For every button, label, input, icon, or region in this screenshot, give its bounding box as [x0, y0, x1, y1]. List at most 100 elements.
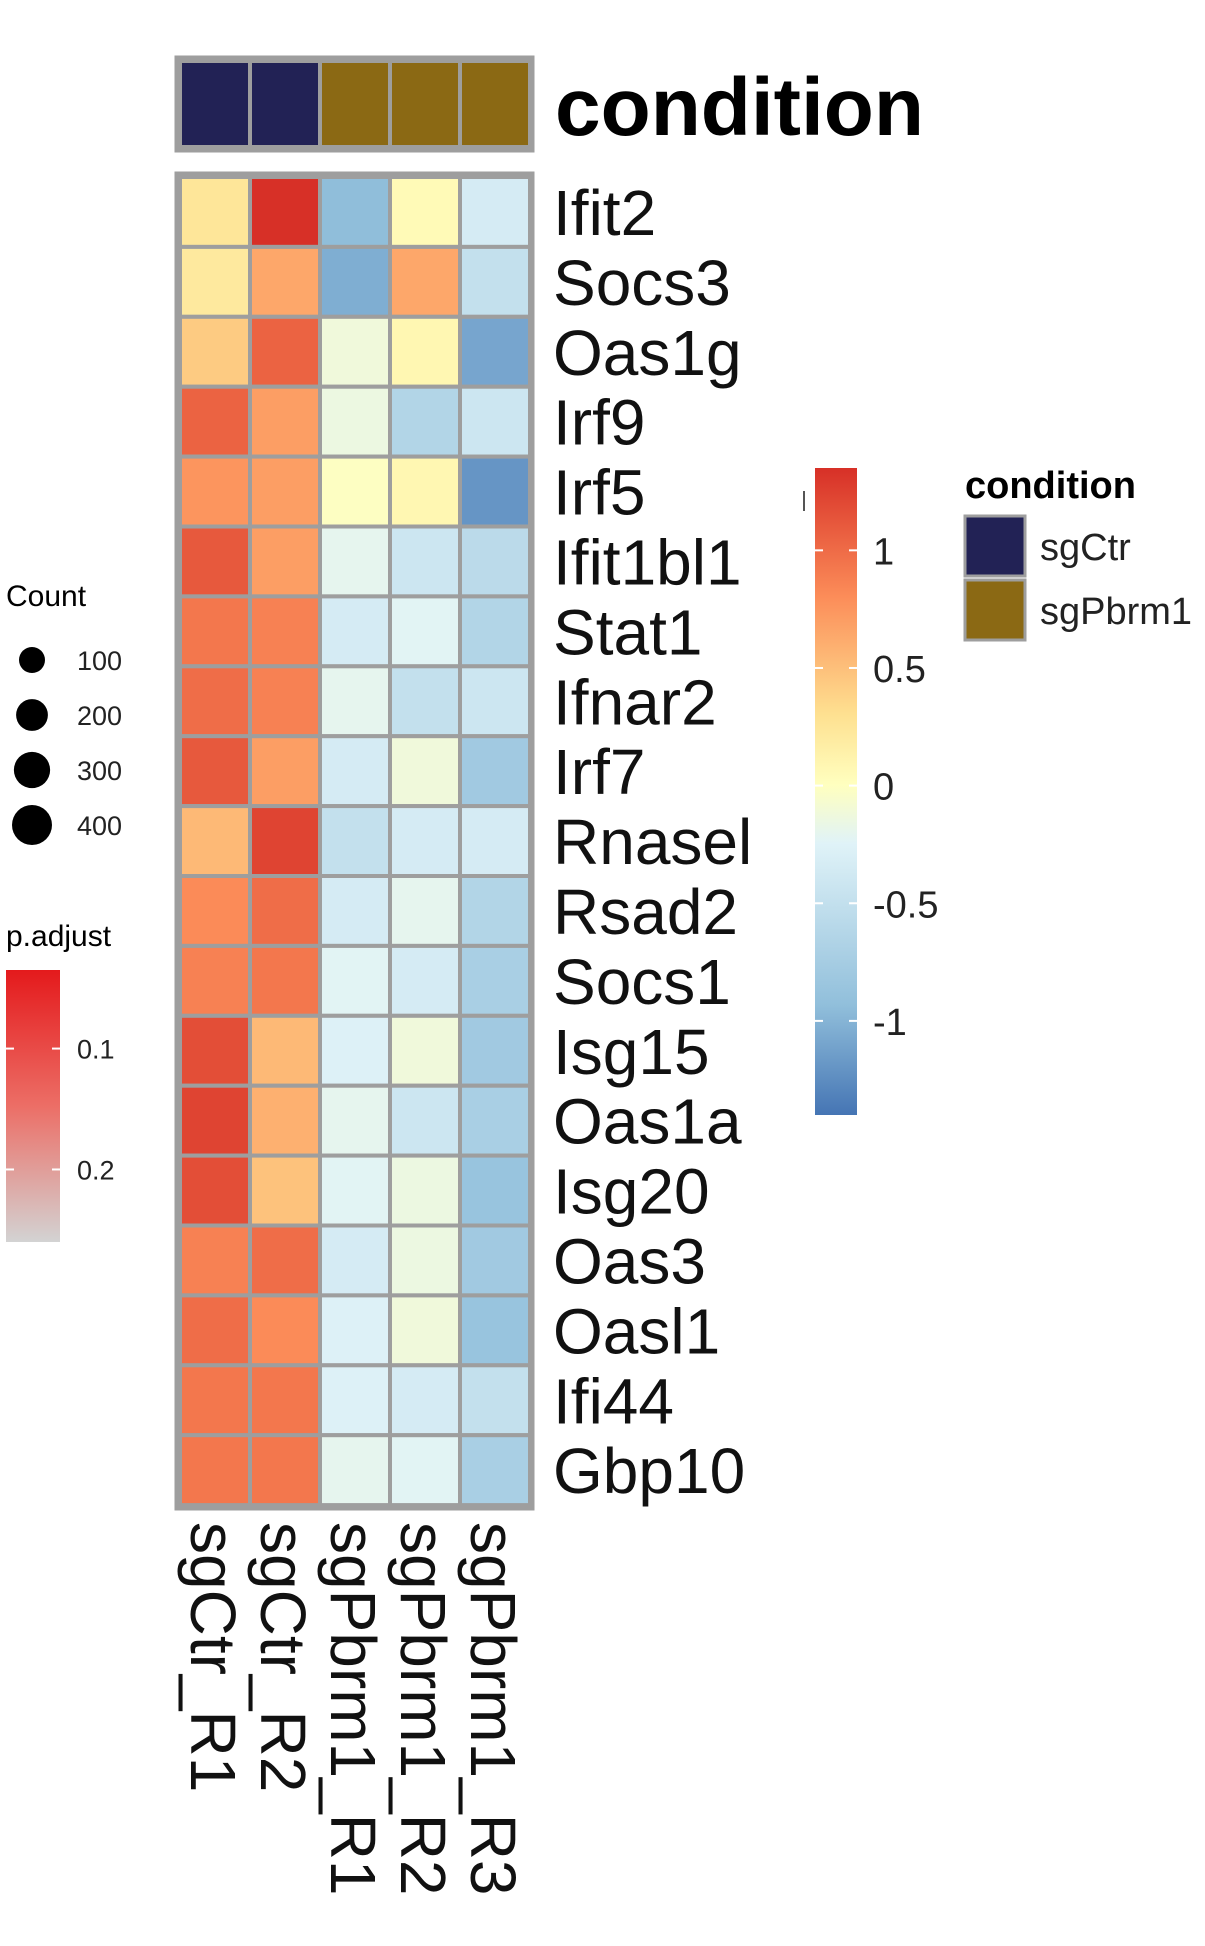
- gene-label-Ifnar2: Ifnar2: [553, 666, 717, 738]
- gene-label-Gbp10: Gbp10: [553, 1435, 745, 1507]
- heat-cell-Oas3-sgCtr_R2: [248, 1223, 322, 1298]
- heat-cell-Irf5-sgCtr_R1: [178, 454, 252, 529]
- heat-cell-Irf9-sgPbrm1_R3: [458, 384, 532, 459]
- sample-label-sgCtr_R1: sgCtr_R1: [177, 1522, 249, 1792]
- heat-cell-Oas1g-sgPbrm1_R3: [458, 314, 532, 389]
- sample-label-sgPbrm1_R2: sgPbrm1_R2: [387, 1522, 459, 1896]
- heat-cell-Gbp10-sgPbrm1_R3: [458, 1433, 532, 1508]
- heat-cell-Oasl1-sgCtr_R2: [248, 1293, 322, 1368]
- heat-cell-Ifit1bl1-sgCtr_R2: [248, 524, 322, 599]
- count-legend: Count 100 200 300 400: [6, 580, 122, 845]
- gene-label-Irf7: Irf7: [553, 736, 645, 808]
- colorbar-tick-label: 0: [873, 767, 894, 809]
- padjust-legend: p.adjust 0.1 0.2: [6, 920, 115, 1242]
- gene-label-Stat1: Stat1: [553, 596, 702, 668]
- heat-cell-Ifi44-sgPbrm1_R2: [388, 1363, 462, 1438]
- heat-cell-Ifnar2-sgCtr_R1: [178, 664, 252, 739]
- heat-cell-Ifit2-sgCtr_R2: [248, 175, 322, 249]
- heat-cell-Oas1a-sgCtr_R1: [178, 1083, 252, 1158]
- condition-legend: condition sgCtr sgPbrm1: [963, 465, 1192, 642]
- heat-cell-Isg20-sgPbrm1_R2: [388, 1153, 462, 1228]
- heat-cell-Ifit1bl1-sgCtr_R1: [178, 524, 252, 599]
- heat-cell-Oas1a-sgCtr_R2: [248, 1083, 322, 1158]
- heat-cell-Isg15-sgPbrm1_R1: [318, 1013, 392, 1088]
- heat-cell-Socs1-sgPbrm1_R2: [388, 943, 462, 1018]
- annotation-cell-sgPbrm1_R3: [458, 59, 532, 149]
- heat-cell-Rnasel-sgCtr_R1: [178, 804, 252, 878]
- gene-label-Ifi44: Ifi44: [553, 1365, 674, 1437]
- heat-cell-Rnasel-sgPbrm1_R3: [458, 804, 532, 878]
- heat-cell-Oasl1-sgPbrm1_R1: [318, 1293, 392, 1368]
- annotation-cell-sgCtr_R2: [248, 59, 322, 149]
- gene-label-Socs3: Socs3: [553, 247, 731, 319]
- annotation-cell-sgPbrm1_R1: [318, 59, 392, 149]
- heat-cell-Irf7-sgCtr_R2: [248, 734, 322, 809]
- heat-cell-Rnasel-sgPbrm1_R2: [388, 804, 462, 878]
- heat-cell-Socs3-sgPbrm1_R2: [388, 244, 462, 319]
- heat-cell-Oas1g-sgCtr_R1: [178, 314, 252, 389]
- heat-cell-Oas1a-sgPbrm1_R3: [458, 1083, 532, 1158]
- heat-cell-Irf7-sgPbrm1_R2: [388, 734, 462, 809]
- sample-label-sgCtr_R2: sgCtr_R2: [247, 1522, 319, 1792]
- padjust-tick-label: 0.1: [77, 1035, 115, 1065]
- heat-cell-Socs1-sgCtr_R1: [178, 943, 252, 1018]
- condition-swatch-sgPbrm1: [963, 578, 1027, 642]
- heat-cell-Ifnar2-sgPbrm1_R2: [388, 664, 462, 739]
- gene-label-Isg15: Isg15: [553, 1016, 710, 1088]
- condition-label-sgCtr: sgCtr: [1040, 527, 1131, 569]
- gene-label-Ifit2: Ifit2: [553, 177, 656, 249]
- heat-cell-Socs3-sgCtr_R1: [178, 244, 252, 319]
- condition-legend-title: condition: [965, 465, 1136, 507]
- heat-cell-Irf9-sgPbrm1_R2: [388, 384, 462, 459]
- heat-cell-Oasl1-sgCtr_R1: [178, 1293, 252, 1368]
- count-dot-100: [19, 647, 45, 673]
- colorbar-tick-label: 0.5: [873, 649, 926, 691]
- colorbar-tick-label: -1: [873, 1002, 907, 1044]
- heat-cell-Isg15-sgPbrm1_R3: [458, 1013, 532, 1088]
- heat-cell-Ifit2-sgPbrm1_R2: [388, 175, 462, 249]
- heat-cell-Isg20-sgPbrm1_R1: [318, 1153, 392, 1228]
- heat-cell-Irf5-sgPbrm1_R2: [388, 454, 462, 529]
- heat-cell-Oas1g-sgPbrm1_R1: [318, 314, 392, 389]
- heat-cell-Isg15-sgCtr_R2: [248, 1013, 322, 1088]
- heat-cell-Ifi44-sgPbrm1_R3: [458, 1363, 532, 1438]
- annotation-title: condition: [555, 62, 924, 153]
- heat-cell-Stat1-sgPbrm1_R2: [388, 594, 462, 669]
- heat-cell-Ifnar2-sgCtr_R2: [248, 664, 322, 739]
- sample-label-sgPbrm1_R1: sgPbrm1_R1: [317, 1522, 389, 1896]
- count-legend-title: Count: [6, 580, 87, 613]
- gene-label-Irf9: Irf9: [553, 387, 645, 459]
- value-colorbar: 1 0.5 0 -0.5 -1: [803, 468, 938, 1115]
- heat-cell-Oas1g-sgCtr_R2: [248, 314, 322, 389]
- count-label-200: 200: [77, 701, 122, 731]
- heat-cell-Stat1-sgCtr_R1: [178, 594, 252, 669]
- heat-cell-Irf9-sgPbrm1_R1: [318, 384, 392, 459]
- count-label-100: 100: [77, 646, 122, 676]
- annotation-cell-sgCtr_R1: [178, 59, 252, 149]
- sample-label-sgPbrm1_R3: sgPbrm1_R3: [457, 1522, 529, 1896]
- colorbar-tick-label: 1: [873, 531, 894, 573]
- heat-cell-Oasl1-sgPbrm1_R3: [458, 1293, 532, 1368]
- count-dot-200: [16, 699, 48, 731]
- heat-cell-Oasl1-sgPbrm1_R2: [388, 1293, 462, 1368]
- heatmap: condition Ifit2Socs3Oas1gIrf9Irf5Ifit1bl…: [174, 55, 924, 1896]
- heat-cell-Irf5-sgPbrm1_R1: [318, 454, 392, 529]
- heat-cell-Rsad2-sgPbrm1_R1: [318, 874, 392, 948]
- heat-cell-Rnasel-sgPbrm1_R1: [318, 804, 392, 878]
- heat-cell-Isg20-sgCtr_R2: [248, 1153, 322, 1228]
- heat-cell-Rsad2-sgCtr_R1: [178, 874, 252, 948]
- gene-label-Ifit1bl1: Ifit1bl1: [553, 526, 742, 598]
- heat-cell-Socs3-sgPbrm1_R3: [458, 244, 532, 319]
- condition-swatch-sgCtr: [963, 514, 1027, 578]
- heat-cell-Stat1-sgPbrm1_R1: [318, 594, 392, 669]
- heat-cell-Oas3-sgPbrm1_R2: [388, 1223, 462, 1298]
- heat-cell-Isg20-sgCtr_R1: [178, 1153, 252, 1228]
- gene-label-Irf5: Irf5: [553, 457, 645, 529]
- heat-cell-Socs3-sgPbrm1_R1: [318, 244, 392, 319]
- annotation-cell-sgPbrm1_R2: [388, 59, 462, 149]
- colorbar-tick-label: -0.5: [873, 884, 938, 926]
- heat-cell-Ifit2-sgCtr_R1: [178, 175, 252, 249]
- heat-cell-Ifit2-sgPbrm1_R3: [458, 175, 532, 249]
- gene-label-Rnasel: Rnasel: [553, 806, 752, 878]
